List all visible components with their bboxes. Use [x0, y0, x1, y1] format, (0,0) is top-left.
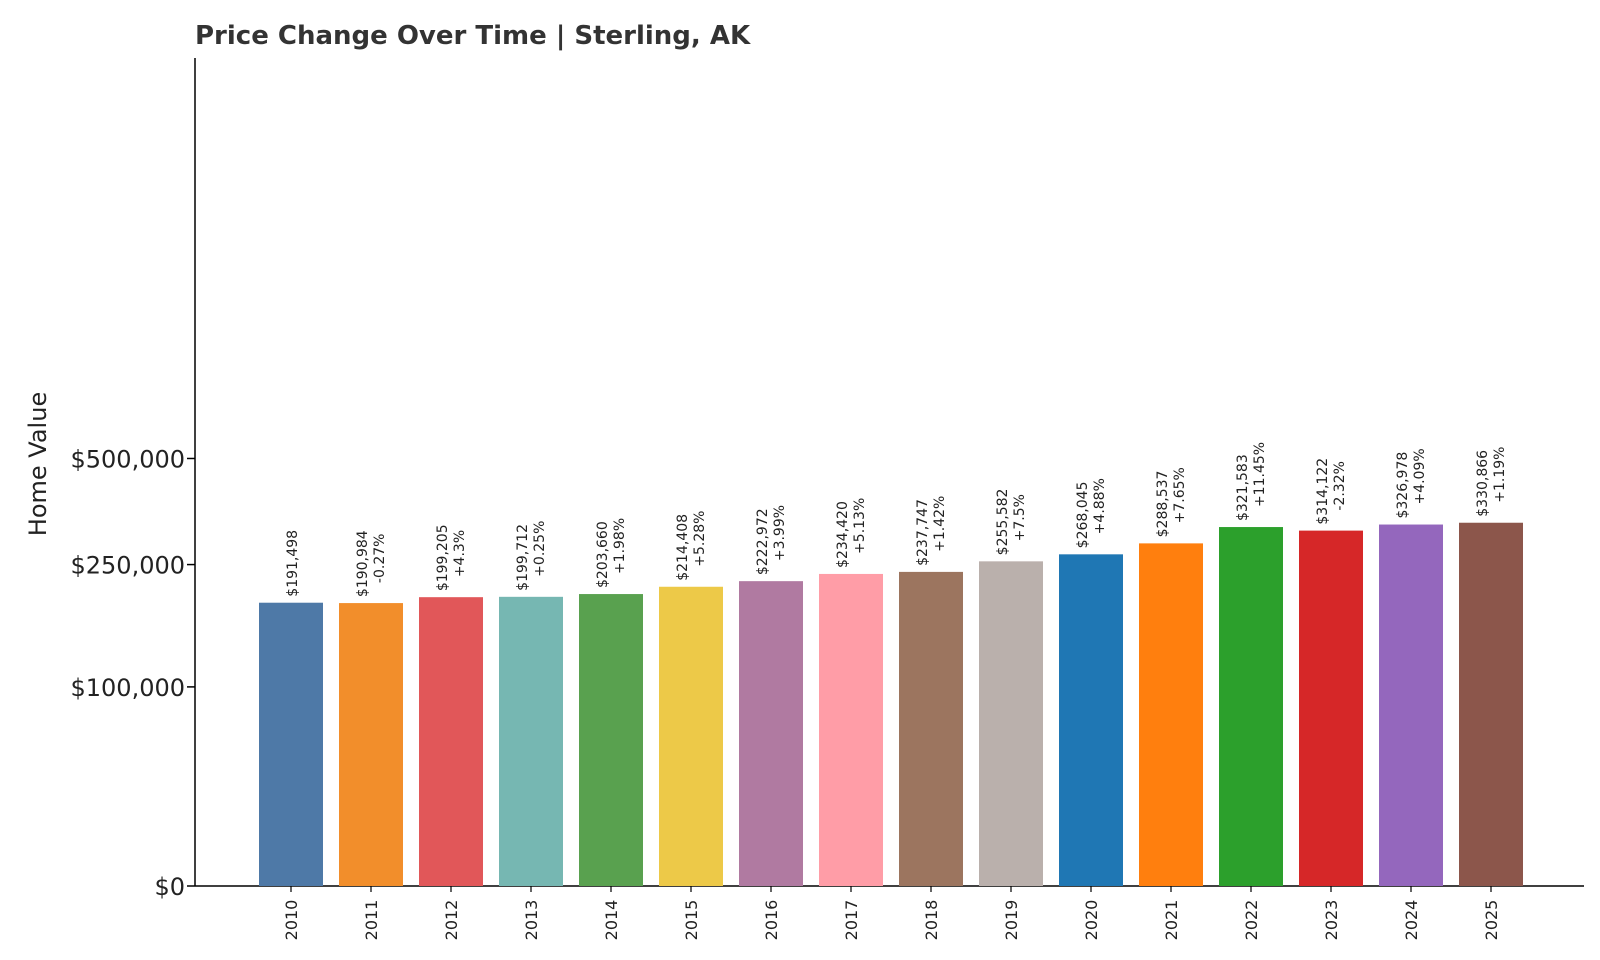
- change-label: +7.5%: [1012, 494, 1028, 541]
- value-label: $326,978: [1395, 452, 1411, 519]
- value-label: $314,122: [1315, 458, 1331, 525]
- value-label: $214,408: [675, 514, 691, 581]
- x-tick-label: 2011: [362, 900, 381, 941]
- x-tick-label: 2022: [1242, 900, 1261, 941]
- value-label: $222,972: [755, 508, 771, 575]
- x-tick-label: 2021: [1162, 900, 1181, 941]
- value-label: $203,660: [595, 521, 611, 588]
- value-label: $191,498: [285, 530, 301, 597]
- value-label: $268,045: [1075, 482, 1091, 549]
- bar-2018: [899, 571, 963, 886]
- x-tick-label: 2024: [1402, 900, 1421, 941]
- bar-2023: [1299, 530, 1363, 886]
- bar-2020: [1059, 554, 1123, 886]
- change-label: +3.99%: [772, 505, 788, 561]
- value-label: $234,420: [835, 501, 851, 568]
- bar-2025: [1459, 522, 1523, 886]
- y-tick-label: $500,000: [70, 445, 185, 473]
- x-tick-label: 2012: [442, 900, 461, 941]
- value-label: $190,984: [355, 530, 371, 597]
- change-label: +4.88%: [1092, 478, 1108, 534]
- value-label: $330,866: [1475, 450, 1491, 517]
- bar-2012: [419, 597, 483, 886]
- value-label: $288,537: [1155, 471, 1171, 538]
- change-label: +4.09%: [1412, 448, 1428, 504]
- x-tick-label: 2018: [922, 900, 941, 941]
- data-labels-group: $191,498 $190,984 -0.27% $199,205 +4.3% $199,…: [285, 442, 1508, 597]
- bar-2024: [1379, 524, 1443, 886]
- value-label: $255,582: [995, 489, 1011, 556]
- x-axis-ticks: 2010 2011 2012 2013 2014 2015 2016 2017 2018 2019…: [282, 886, 1501, 940]
- x-tick-label: 2015: [682, 900, 701, 941]
- bar-2013: [499, 596, 563, 886]
- y-tick-label: $100,000: [70, 674, 185, 702]
- x-tick-label: 2017: [842, 900, 861, 941]
- bar-2014: [579, 594, 643, 886]
- bar-2010: [259, 602, 323, 886]
- change-label: +5.13%: [852, 498, 868, 554]
- x-tick-label: 2014: [602, 900, 621, 941]
- change-label: +4.3%: [452, 530, 468, 577]
- x-tick-label: 2019: [1002, 900, 1021, 941]
- change-label: +1.42%: [932, 496, 948, 552]
- bar-2015: [659, 586, 723, 886]
- change-label: +5.28%: [692, 511, 708, 567]
- change-label: -2.32%: [1332, 461, 1348, 511]
- change-label: +7.65%: [1172, 467, 1188, 523]
- value-label: $321,583: [1235, 454, 1251, 521]
- x-tick-label: 2023: [1322, 900, 1341, 941]
- value-label: $199,712: [515, 524, 531, 591]
- bar-2019: [979, 561, 1043, 886]
- x-tick-label: 2010: [282, 900, 301, 941]
- x-tick-label: 2025: [1482, 900, 1501, 941]
- change-label: +1.98%: [612, 518, 628, 574]
- y-tick-label: $0: [154, 873, 185, 901]
- bar-2022: [1219, 527, 1283, 886]
- chart-title: Price Change Over Time | Sterling, AK: [195, 21, 751, 51]
- change-label: -0.27%: [372, 534, 388, 584]
- value-label: $199,205: [435, 524, 451, 591]
- change-label: +0.25%: [532, 521, 548, 577]
- change-label: +11.45%: [1252, 442, 1268, 507]
- y-axis-ticks: $0 $100,000 $250,000 $500,000: [70, 445, 195, 901]
- value-label: $237,747: [915, 499, 931, 566]
- x-tick-label: 2016: [762, 900, 781, 941]
- bar-2011: [339, 603, 403, 886]
- change-label: +1.19%: [1492, 447, 1508, 503]
- bar-2021: [1139, 543, 1203, 886]
- bars-group: [259, 522, 1523, 886]
- bar-2017: [819, 573, 883, 886]
- y-tick-label: $250,000: [70, 552, 185, 580]
- bar-2016: [739, 581, 803, 886]
- x-tick-label: 2020: [1082, 900, 1101, 941]
- x-tick-label: 2013: [522, 900, 541, 941]
- y-axis-label: Home Value: [24, 392, 52, 536]
